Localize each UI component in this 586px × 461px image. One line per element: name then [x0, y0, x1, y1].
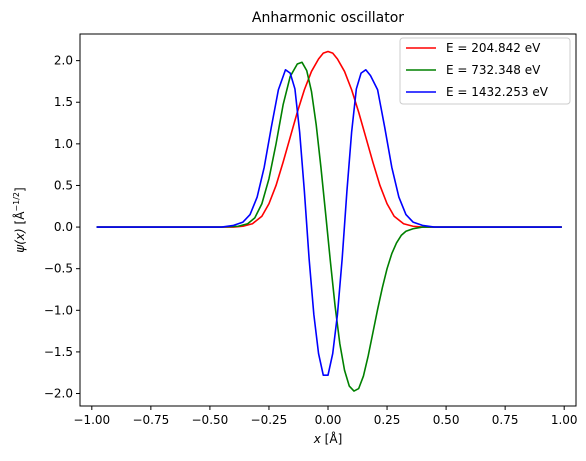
legend: E = 204.842 eV E = 732.348 eV E = 1432.2… [399, 37, 571, 105]
y-tick-label: 2.0 [54, 54, 73, 68]
legend-label-3: E = 1432.253 eV [446, 85, 549, 99]
y-tick-label: 0.0 [54, 220, 73, 234]
y-tick-label: −2.0 [44, 387, 73, 401]
y-axis-label: ψ(x) [Å−1/2] [12, 187, 27, 252]
x-axis-ticks: −1.00 −0.75 −0.50 −0.25 0.00 0.25 0.50 0.75 1.00 [73, 406, 578, 427]
legend-label-2: E = 732.348 eV [446, 63, 541, 77]
x-tick-label: 0.25 [374, 413, 401, 427]
legend-label-1: E = 204.842 eV [446, 41, 541, 55]
x-tick-label: 0.00 [315, 413, 342, 427]
x-tick-label: 1.00 [551, 413, 578, 427]
plot-frame [79, 33, 577, 407]
x-tick-label: −0.25 [251, 413, 288, 427]
x-axis-label: x [Å] [313, 431, 343, 446]
series-layer [96, 50, 562, 392]
y-tick-label: −1.5 [44, 345, 73, 359]
y-tick-label: −1.0 [44, 303, 73, 317]
legend-frame [399, 37, 571, 105]
x-tick-label: 0.50 [433, 413, 460, 427]
x-tick-label: −0.75 [132, 413, 169, 427]
y-tick-label: 1.0 [54, 137, 73, 151]
x-tick-label: 0.75 [492, 413, 519, 427]
y-tick-label: 0.5 [54, 178, 73, 192]
y-tick-label: −0.5 [44, 262, 73, 276]
y-tick-label: 1.5 [54, 95, 73, 109]
x-tick-label: −0.50 [192, 413, 229, 427]
y-axis-ticks: −2.0 −1.5 −1.0 −0.5 0.0 0.5 1.0 1.5 2.0 [44, 54, 80, 401]
series-line-3 [96, 68, 562, 377]
series-line-1 [96, 50, 562, 228]
series-line-2 [96, 61, 562, 392]
x-tick-label: −1.00 [73, 413, 110, 427]
chart-title: Anharmonic oscillator [252, 10, 404, 26]
